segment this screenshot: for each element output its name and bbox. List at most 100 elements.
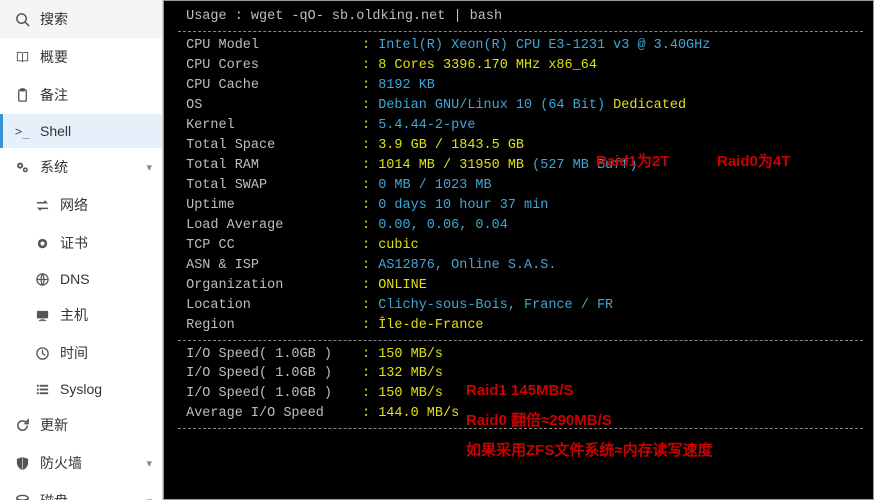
info-value: 3.9 GB / 1843.5 GB	[378, 136, 524, 156]
info-value: 0 days 10 hour 37 min	[378, 196, 548, 216]
info-key: CPU Cores	[178, 56, 362, 76]
colon: :	[362, 156, 378, 176]
info-value: Intel(R) Xeon(R) CPU E3-1231 v3 @ 3.40GH…	[378, 36, 710, 56]
sidebar-item-clock[interactable]: 时间	[0, 334, 162, 372]
sidebar-item-cert[interactable]: 证书	[0, 224, 162, 262]
chevron-down-icon: ▾	[146, 495, 152, 500]
search-icon	[14, 11, 30, 27]
sidebar-item-label: 网络	[60, 195, 152, 215]
colon: :	[362, 136, 378, 156]
colon: :	[362, 76, 378, 96]
host-icon	[34, 307, 50, 323]
colon: :	[362, 116, 378, 136]
info-key: CPU Cache	[178, 76, 362, 96]
info-suffix: Dedicated	[605, 96, 686, 116]
refresh-icon	[14, 417, 30, 433]
sidebar-item-label: Shell	[40, 123, 152, 139]
info-row: Load Average: 0.00, 0.06, 0.04	[178, 216, 863, 236]
sidebar-item-list[interactable]: Syslog	[0, 372, 162, 406]
info-key: OS	[178, 96, 362, 116]
info-row: Kernel: 5.4.44-2-pve	[178, 116, 863, 136]
info-key: Uptime	[178, 196, 362, 216]
gears-icon	[14, 159, 30, 175]
sidebar-item-book[interactable]: 概要	[0, 38, 162, 76]
info-key: Kernel	[178, 116, 362, 136]
info-key: ASN & ISP	[178, 256, 362, 276]
colon: :	[362, 256, 378, 276]
list-icon	[34, 381, 50, 397]
clock-icon	[34, 345, 50, 361]
sidebar-item-terminal[interactable]: >_ Shell	[0, 114, 162, 148]
io-row: I/O Speed( 1.0GB ): 150 MB/s	[178, 345, 863, 365]
sidebar-item-label: 磁盘	[40, 491, 136, 500]
terminal: Usage : wget -qO- sb.oldking.net | bash …	[163, 0, 874, 500]
info-row: Region: Île-de-France	[178, 316, 863, 336]
annotation: Raid1为2T	[596, 151, 669, 173]
info-value: 0.00, 0.06, 0.04	[378, 216, 508, 236]
sidebar: 搜索概要备注>_Shell系统▾网络证书DNS主机时间Syslog更新防火墙▾磁…	[0, 0, 163, 500]
info-row: Location: Clichy-sous-Bois, France / FR	[178, 296, 863, 316]
sidebar-item-label: 证书	[60, 233, 152, 253]
swap-icon	[34, 197, 50, 213]
sidebar-item-clipboard[interactable]: 备注	[0, 76, 162, 114]
info-row: OS: Debian GNU/Linux 10 (64 Bit) Dedicat…	[178, 96, 863, 116]
globe-icon	[34, 271, 50, 287]
sidebar-item-refresh[interactable]: 更新	[0, 406, 162, 444]
annotation: 如果采用ZFS文件系统≈内存读写速度	[466, 440, 713, 462]
info-key: Total RAM	[178, 156, 362, 176]
info-key: Region	[178, 316, 362, 336]
chevron-down-icon: ▾	[146, 161, 152, 174]
colon: :	[362, 404, 378, 424]
sidebar-item-label: 防火墙	[40, 453, 136, 473]
disk-icon	[14, 493, 30, 500]
colon: :	[362, 316, 378, 336]
info-key: TCP CC	[178, 236, 362, 256]
colon: :	[362, 345, 378, 365]
info-row: Uptime: 0 days 10 hour 37 min	[178, 196, 863, 216]
io-key: I/O Speed( 1.0GB )	[178, 345, 362, 365]
sidebar-item-label: DNS	[60, 271, 152, 287]
colon: :	[362, 216, 378, 236]
info-value: ONLINE	[378, 276, 427, 296]
sidebar-item-label: 概要	[40, 47, 152, 67]
book-icon	[14, 49, 30, 65]
info-row: Organization: ONLINE	[178, 276, 863, 296]
sidebar-item-shield[interactable]: 防火墙 ▾	[0, 444, 162, 482]
info-key: Total SWAP	[178, 176, 362, 196]
info-row: CPU Model: Intel(R) Xeon(R) CPU E3-1231 …	[178, 36, 863, 56]
info-value: AS12876, Online S.A.S.	[378, 256, 556, 276]
sidebar-item-label: 备注	[40, 85, 152, 105]
sidebar-item-gears[interactable]: 系统 ▾	[0, 148, 162, 186]
chevron-down-icon: ▾	[146, 457, 152, 470]
annotation: Raid0 翻倍≈290MB/S	[466, 410, 612, 432]
sidebar-item-globe[interactable]: DNS	[0, 262, 162, 296]
svg-text:>_: >_	[15, 124, 30, 138]
sidebar-item-swap[interactable]: 网络	[0, 186, 162, 224]
terminal-icon: >_	[14, 123, 30, 139]
info-value: 1014 MB / 31950 MB	[378, 156, 524, 176]
clipboard-icon	[14, 87, 30, 103]
info-key: Load Average	[178, 216, 362, 236]
colon: :	[362, 364, 378, 384]
info-key: Organization	[178, 276, 362, 296]
sidebar-item-search[interactable]: 搜索	[0, 0, 162, 38]
sidebar-item-disk[interactable]: 磁盘 ▾	[0, 482, 162, 500]
io-value: 144.0 MB/s	[378, 404, 459, 424]
io-value: 132 MB/s	[378, 364, 443, 384]
info-row: ASN & ISP: AS12876, Online S.A.S.	[178, 256, 863, 276]
io-value: 150 MB/s	[378, 384, 443, 404]
sidebar-item-label: 时间	[60, 343, 152, 363]
info-row: CPU Cache: 8192 KB	[178, 76, 863, 96]
colon: :	[362, 56, 378, 76]
info-key: Total Space	[178, 136, 362, 156]
annotation: Raid1 145MB/S	[466, 380, 574, 402]
io-key: I/O Speed( 1.0GB )	[178, 384, 362, 404]
sidebar-item-label: 系统	[40, 157, 136, 177]
info-row: CPU Cores: 8 Cores 3396.170 MHz x86_64	[178, 56, 863, 76]
usage-line: Usage : wget -qO- sb.oldking.net | bash	[178, 7, 863, 27]
colon: :	[362, 384, 378, 404]
colon: :	[362, 96, 378, 116]
shield-icon	[14, 455, 30, 471]
info-value: Île-de-France	[378, 316, 483, 336]
sidebar-item-host[interactable]: 主机	[0, 296, 162, 334]
